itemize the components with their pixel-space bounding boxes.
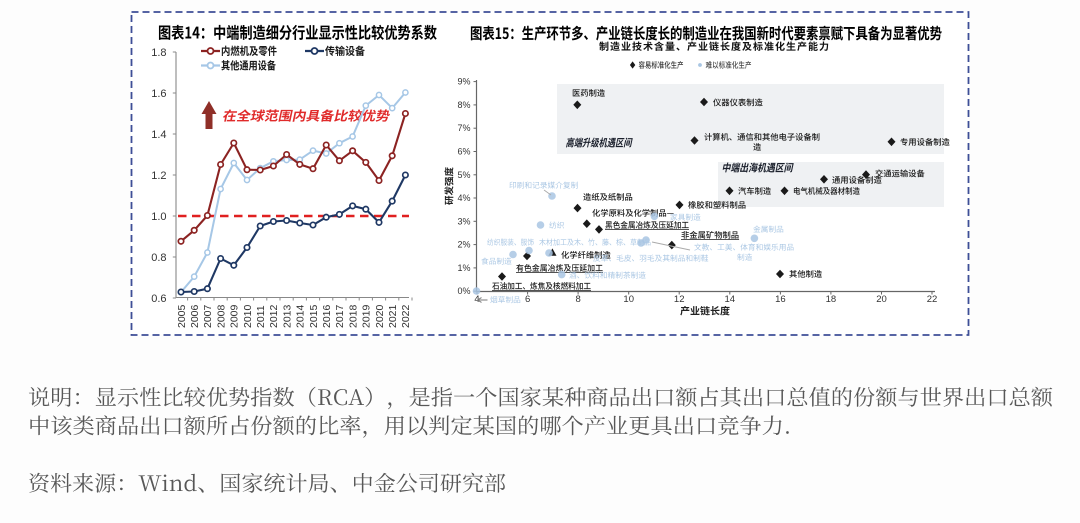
- svg-text:2014: 2014: [295, 304, 307, 328]
- svg-text:2006: 2006: [189, 304, 201, 328]
- svg-text:6%: 6%: [457, 147, 470, 157]
- svg-text:1.4: 1.4: [151, 129, 166, 141]
- svg-text:4: 4: [474, 294, 479, 305]
- svg-text:12: 12: [674, 294, 685, 305]
- svg-text:4%: 4%: [457, 193, 470, 203]
- svg-text:10: 10: [623, 294, 634, 305]
- svg-text:0.6: 0.6: [151, 293, 166, 305]
- svg-text:2007: 2007: [202, 304, 214, 328]
- svg-text:2013: 2013: [281, 304, 293, 328]
- svg-text:2019: 2019: [361, 304, 373, 328]
- svg-text:1%: 1%: [457, 263, 470, 273]
- svg-text:8%: 8%: [457, 100, 470, 110]
- svg-text:2012: 2012: [268, 304, 280, 328]
- svg-text:22: 22: [927, 294, 938, 305]
- svg-text:2016: 2016: [321, 304, 333, 328]
- svg-text:2011: 2011: [255, 305, 267, 328]
- svg-text:2017: 2017: [334, 304, 346, 328]
- svg-text:1.2: 1.2: [151, 170, 166, 182]
- svg-text:9%: 9%: [457, 77, 470, 87]
- svg-text:16: 16: [775, 294, 786, 305]
- svg-text:20: 20: [876, 294, 887, 305]
- svg-text:2020: 2020: [374, 304, 386, 328]
- svg-text:1.8: 1.8: [151, 47, 166, 59]
- svg-text:2021: 2021: [387, 304, 399, 328]
- svg-text:2008: 2008: [215, 304, 227, 328]
- svg-text:0%: 0%: [457, 286, 470, 296]
- svg-text:2005: 2005: [176, 304, 188, 328]
- svg-text:2022: 2022: [400, 304, 412, 328]
- svg-text:2010: 2010: [242, 304, 254, 328]
- svg-text:2018: 2018: [347, 304, 359, 328]
- svg-text:5%: 5%: [457, 170, 470, 180]
- svg-text:7%: 7%: [457, 123, 470, 133]
- svg-text:18: 18: [826, 294, 837, 305]
- svg-text:2015: 2015: [308, 304, 320, 328]
- svg-text:14: 14: [725, 294, 736, 305]
- svg-text:2%: 2%: [457, 240, 470, 250]
- svg-text:2009: 2009: [229, 304, 241, 328]
- svg-text:1.0: 1.0: [151, 211, 166, 223]
- svg-text:1.6: 1.6: [151, 88, 166, 100]
- svg-text:8: 8: [575, 294, 580, 305]
- svg-text:6: 6: [525, 294, 530, 305]
- svg-text:3%: 3%: [457, 216, 470, 226]
- svg-text:0.8: 0.8: [151, 252, 166, 264]
